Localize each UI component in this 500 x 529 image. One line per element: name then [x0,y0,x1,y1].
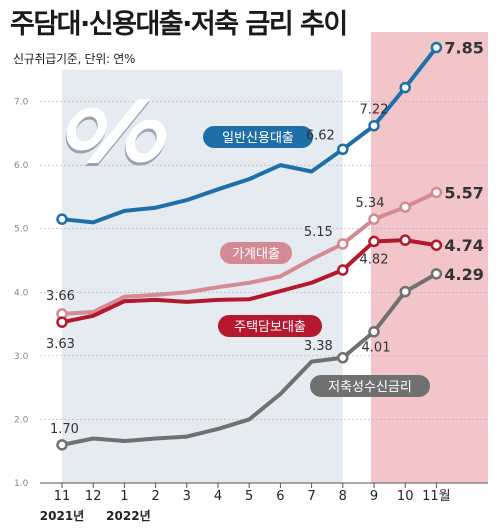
data-point [399,285,411,298]
data-point [399,201,411,213]
series-name-label: 일반신용대출 [222,131,294,146]
data-point [368,325,380,338]
data-point [430,186,443,199]
data-point [56,439,68,451]
data-point [399,81,411,94]
x-tick-label: 11월 [422,489,451,504]
year-label: 2021년 [40,509,84,523]
chart-title: 주담대·신용대출·저축 금리 추이 [10,9,348,40]
data-label: 7.22 [360,103,389,118]
percent-ring-right-face [125,119,167,163]
y-tick-label: 1.0 [14,479,29,489]
data-point [430,268,443,280]
series-name-label: 저축성수신금리 [328,380,412,395]
data-point [368,235,380,248]
series-name-label: 주택담보대출 [234,320,306,335]
data-point [56,316,68,328]
data-label: 4.29 [444,265,483,284]
percent-slash [86,99,151,163]
y-tick-label: 4.0 [14,288,29,298]
data-point [337,264,349,276]
data-label: 3.66 [46,289,75,304]
data-point [368,119,380,132]
x-tick-label: 1 [120,489,128,504]
x-tick-label: 7 [307,489,315,504]
x-tick-label: 11 [54,489,71,504]
x-tick-label: 4 [214,489,222,504]
data-label: 3.63 [46,337,75,352]
x-tick-label: 2 [151,489,159,504]
y-tick-label: 7.0 [14,98,29,108]
chart-subtitle: 신규취급기준, 단위: 연% [13,52,136,66]
data-label: 4.74 [444,236,483,255]
data-label: 6.62 [306,128,335,143]
y-tick-label: 5.0 [14,225,29,235]
x-tick-label: 12 [85,489,102,504]
percent-sign-decoration [65,99,167,166]
data-label: 7.85 [444,39,483,58]
highlight-band [371,32,488,483]
data-point [337,238,349,250]
x-tick-label: 5 [245,489,253,504]
x-tick-label: 3 [183,489,191,504]
y-tick-label: 2.0 [14,415,29,425]
legend-pill [203,126,313,148]
legend-pill [220,242,292,264]
y-tick-label: 6.0 [14,161,29,171]
percent-ring-left-face [66,107,107,151]
legend-pill [218,315,322,337]
data-point [56,213,68,225]
year-label: 2022년 [106,509,150,523]
legend-pill [310,375,430,397]
data-point [399,234,411,246]
data-label: 4.82 [360,252,389,267]
data-label: 1.70 [50,422,79,437]
data-point [337,143,349,155]
data-label: 5.57 [444,183,483,202]
x-tick-label: 8 [339,489,347,504]
x-tick-label: 10 [397,489,414,504]
series-name-label: 가계대출 [232,247,280,262]
data-point [430,41,443,54]
x-tick-label: 9 [370,489,378,504]
data-point [337,352,349,364]
data-label: 4.01 [362,341,391,356]
x-tick-label: 6 [276,489,284,504]
data-label: 3.38 [304,339,333,354]
y-tick-label: 3.0 [14,352,29,362]
data-label: 5.34 [356,196,385,211]
data-point [368,213,380,225]
data-point [430,239,443,251]
data-label: 5.15 [304,225,333,240]
